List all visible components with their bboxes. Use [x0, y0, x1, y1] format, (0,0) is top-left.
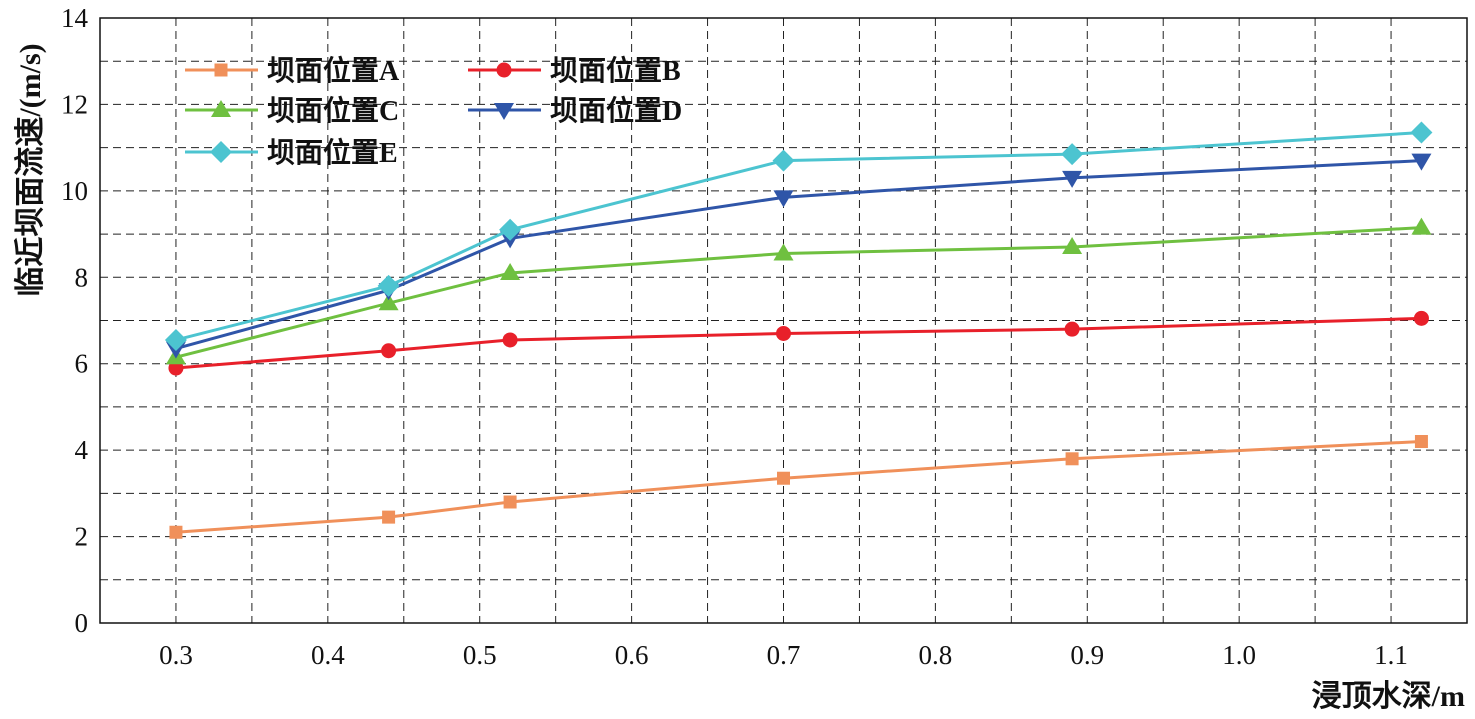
data-point: [773, 243, 794, 261]
data-point: [382, 510, 396, 524]
legend: 坝面位置A 坝面位置B 坝面位置C 坝面位置D 坝面位置E: [185, 54, 682, 169]
x-tick-label: 0.6: [615, 640, 649, 670]
legend-item: 坝面位置D: [468, 94, 682, 127]
data-point: [1062, 237, 1083, 255]
legend-marker: [494, 103, 514, 120]
data-point: [772, 149, 795, 172]
x-tick-label: 0.8: [919, 640, 953, 670]
y-tick-label: 6: [75, 349, 89, 379]
x-axis-title: 浸顶水深/m: [1312, 680, 1465, 713]
legend-item: 坝面位置C: [185, 94, 399, 127]
data-point: [1062, 170, 1083, 188]
legend-marker: [211, 100, 231, 117]
series-c: [165, 217, 1432, 365]
data-point: [169, 525, 183, 539]
data-point: [1411, 217, 1432, 235]
series-line: [175, 226, 1422, 359]
x-tick-label: 0.5: [463, 640, 497, 670]
x-tick-label: 1.0: [1222, 640, 1256, 670]
y-tick-label: 0: [75, 608, 89, 638]
data-point: [377, 274, 400, 297]
y-tick-label: 4: [75, 435, 89, 465]
legend-item: 坝面位置B: [468, 54, 681, 87]
data-point: [1411, 153, 1432, 171]
legend-item: 坝面位置E: [185, 136, 398, 169]
data-point: [378, 293, 399, 311]
legend-label: 坝面位置C: [267, 94, 399, 127]
series-line: [175, 159, 1422, 351]
series-b: [168, 310, 1429, 376]
y-tick-label: 2: [75, 522, 89, 552]
data-point: [499, 218, 522, 241]
data-point: [1064, 321, 1080, 337]
x-tick-label: 1.1: [1374, 640, 1408, 670]
data-point: [1410, 121, 1433, 144]
series-line: [175, 316, 1422, 370]
data-point: [503, 495, 517, 509]
legend-marker: [210, 141, 232, 163]
data-point: [1414, 435, 1428, 448]
data-point: [1065, 452, 1079, 466]
y-tick-label: 12: [61, 89, 88, 119]
plot-frame: [99, 17, 1468, 624]
data-point: [776, 325, 791, 341]
legend-label: 坝面位置D: [550, 94, 682, 127]
x-tick-label: 0.3: [159, 640, 193, 670]
data-point: [502, 332, 518, 348]
data-point: [1061, 143, 1084, 166]
axes: 0 2 4 6 8 10 12 14 0.3 0.4 0.5 0.6 0.7 0.8 0.9 1.0 1.1: [61, 3, 1468, 670]
x-tick-label: 0.4: [311, 640, 345, 670]
legend-marker: [214, 63, 228, 77]
data-point: [773, 190, 794, 208]
series: [164, 121, 1433, 539]
legend-label: 坝面位置A: [267, 54, 400, 87]
data-point: [381, 343, 397, 359]
series-line: [175, 440, 1422, 534]
y-axis-title: 临近坝面流速/(m/s): [13, 43, 47, 296]
legend-item: 坝面位置A: [185, 54, 400, 87]
x-tick-label: 0.9: [1070, 640, 1104, 670]
legend-label: 坝面位置B: [550, 54, 681, 87]
series-e: [164, 121, 1433, 351]
series-a: [169, 435, 1428, 539]
y-tick-label: 14: [61, 3, 89, 33]
y-tick-label: 10: [61, 176, 88, 206]
data-point: [164, 328, 187, 351]
series-line: [175, 131, 1422, 342]
data-point: [777, 471, 790, 485]
legend-label: 坝面位置E: [267, 136, 398, 169]
series-d: [165, 153, 1432, 359]
data-point: [500, 262, 521, 280]
x-tick-label: 0.7: [767, 640, 801, 670]
data-point: [168, 360, 184, 376]
data-point: [1413, 310, 1429, 326]
y-tick-label: 8: [75, 262, 89, 292]
legend-marker: [496, 62, 512, 78]
